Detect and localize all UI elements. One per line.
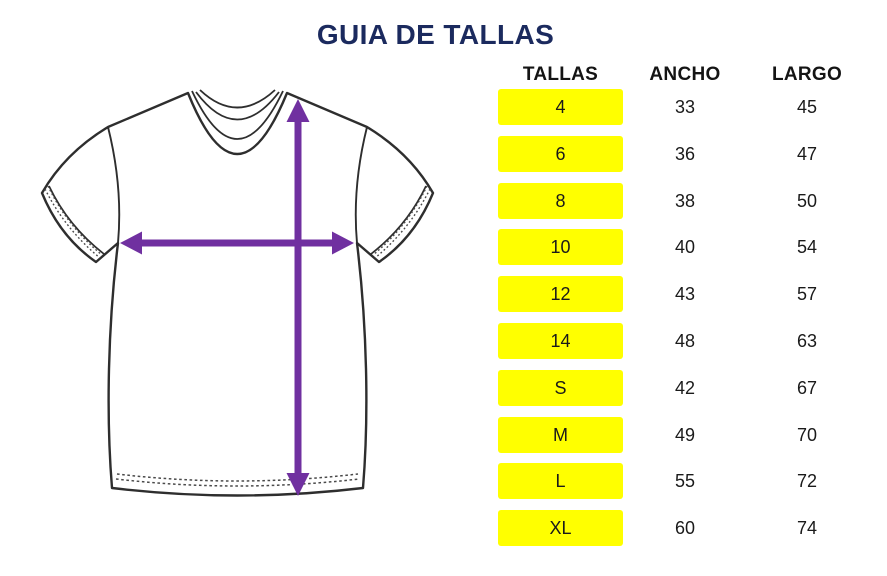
- size-cell: XL: [498, 510, 623, 547]
- size-cell: 10: [498, 229, 623, 266]
- size-cell: 4: [498, 89, 623, 125]
- hem-stitching-icon: [115, 473, 360, 487]
- cuff-bands-icon: [48, 185, 427, 255]
- largo-cell: 57: [796, 284, 818, 305]
- largo-vertical-arrow-icon: [286, 99, 310, 496]
- header-tallas: TALLAS: [522, 64, 599, 85]
- table-row: 10 40 54: [498, 229, 867, 266]
- table-row: L 55 72: [498, 463, 867, 500]
- largo-cell: 74: [796, 518, 818, 539]
- cuff-stitching-icon: [44, 185, 431, 259]
- ancho-cell: 33: [674, 97, 696, 117]
- size-cell: 8: [498, 182, 623, 219]
- table-row: 4 33 45: [498, 89, 867, 125]
- header-largo: LARGO: [771, 64, 843, 85]
- tshirt-outline-icon: [40, 91, 435, 497]
- size-table-header: TALLAS ANCHO LARGO: [498, 61, 867, 89]
- largo-cell: 47: [796, 143, 818, 164]
- header-ancho: ANCHO: [649, 64, 721, 85]
- ancho-cell: 42: [674, 377, 696, 398]
- largo-cell: 67: [796, 377, 818, 398]
- table-row: M 49 70: [498, 416, 867, 453]
- page-title: GUIA DE TALLAS: [316, 19, 555, 50]
- armhole-seams-icon: [107, 126, 368, 244]
- table-row: XL 60 74: [498, 510, 867, 547]
- size-cell: 12: [498, 276, 623, 313]
- ancho-cell: 55: [674, 471, 696, 492]
- table-row: 6 36 47: [498, 135, 867, 172]
- ancho-cell: 36: [674, 143, 696, 164]
- ancho-cell: 43: [674, 284, 696, 305]
- size-cell: M: [498, 416, 623, 453]
- table-row: 8 38 50: [498, 182, 867, 219]
- ancho-cell: 38: [674, 190, 696, 211]
- largo-cell: 50: [796, 190, 818, 211]
- size-table: TALLAS ANCHO LARGO 4 33 45 6 36 47 8 38 …: [498, 61, 867, 557]
- size-cell: 6: [498, 135, 623, 172]
- table-row: 12 43 57: [498, 276, 867, 313]
- ancho-cell: 60: [674, 518, 696, 539]
- table-row: S 42 67: [498, 369, 867, 406]
- ancho-cell: 40: [674, 237, 696, 258]
- size-cell: S: [498, 369, 623, 406]
- largo-cell: 45: [796, 97, 818, 117]
- ancho-cell: 48: [674, 330, 696, 351]
- collar-band-icon: [191, 89, 284, 140]
- largo-cell: 72: [796, 471, 818, 492]
- largo-cell: 70: [796, 424, 818, 445]
- largo-cell: 54: [796, 237, 818, 258]
- ancho-cell: 49: [674, 424, 696, 445]
- tshirt-measurement-diagram: [40, 89, 435, 497]
- table-row: 14 48 63: [498, 322, 867, 359]
- largo-cell: 63: [796, 330, 818, 351]
- size-cell: L: [498, 463, 623, 500]
- ancho-horizontal-arrow-icon: [120, 231, 354, 255]
- size-cell: 14: [498, 322, 623, 359]
